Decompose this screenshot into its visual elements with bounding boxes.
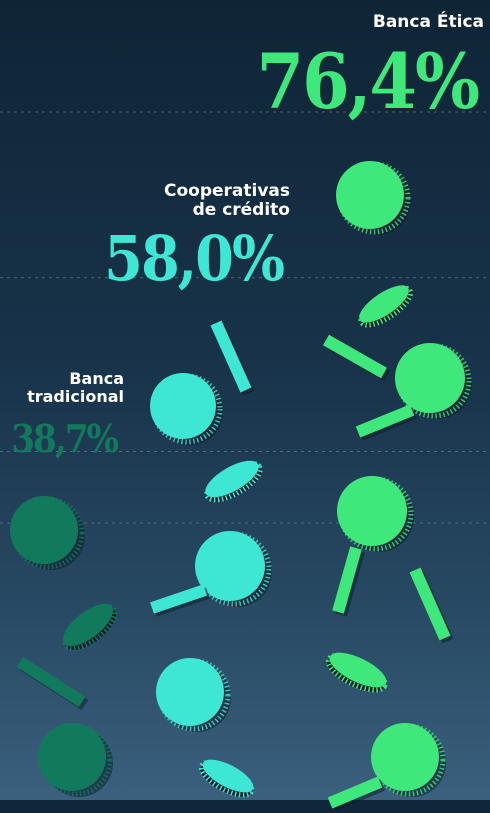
coin — [371, 723, 446, 797]
category-label-line: Cooperativas — [163, 181, 290, 201]
coin-tilted — [204, 460, 263, 503]
coin — [38, 723, 113, 797]
category-label-line: Banca Ética — [372, 12, 484, 32]
coin-edge-on — [16, 656, 86, 708]
coin-edge-on — [210, 320, 252, 393]
bar-banca-etica — [323, 161, 472, 812]
category-label-banca-etica: Banca Ética — [372, 12, 484, 32]
coin — [195, 531, 272, 607]
coin-edge-on — [150, 584, 207, 614]
value-label-banca-tradicional: 38,7% — [11, 416, 119, 461]
coin-tilted — [325, 652, 388, 693]
coin-edge-on — [355, 404, 415, 438]
bar-cooperativas — [150, 320, 272, 798]
coin — [10, 496, 85, 570]
coin-tilted — [198, 759, 255, 798]
category-label-line: de crédito — [192, 200, 290, 221]
category-label-line: Banca — [69, 369, 124, 388]
coin — [150, 373, 223, 445]
coin-tilted — [62, 603, 118, 651]
coin-tilted — [358, 285, 413, 328]
coin — [337, 476, 414, 552]
value-label-banca-etica: 76,4% — [256, 37, 480, 126]
bar-banca-tradicional — [10, 496, 118, 797]
category-label-line: tradicional — [27, 386, 124, 406]
baseline-band — [0, 800, 490, 813]
coin — [156, 658, 231, 732]
category-label-banca-tradicional: Banca tradicional — [27, 370, 124, 406]
coin — [336, 161, 411, 235]
coin — [395, 343, 472, 419]
coin-edge-on — [327, 776, 383, 809]
coin-edge-on — [332, 546, 362, 614]
coin-edge-on — [323, 334, 387, 379]
value-label-cooperativas: 58,0% — [104, 222, 285, 295]
coin-edge-on — [409, 567, 451, 641]
category-label-cooperativas: Cooperativas de crédito — [163, 181, 290, 221]
